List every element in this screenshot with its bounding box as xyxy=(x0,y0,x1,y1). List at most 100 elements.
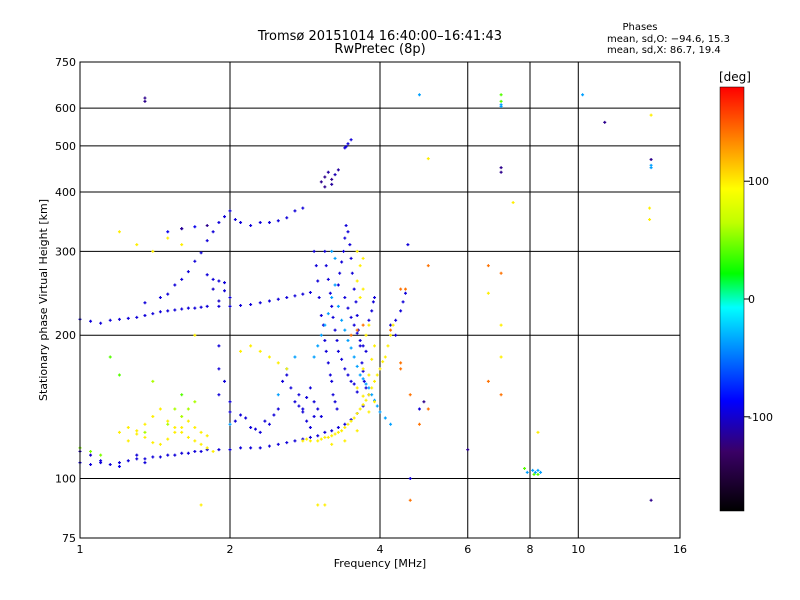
data-point xyxy=(228,209,232,213)
x-tick-label: 1 xyxy=(77,543,84,556)
data-point xyxy=(151,379,155,383)
colorbar-ticks: 100 0 -100 xyxy=(744,175,773,424)
data-point xyxy=(335,338,339,342)
data-point xyxy=(352,355,356,359)
data-point xyxy=(323,249,327,253)
data-point xyxy=(355,411,359,415)
data-point xyxy=(323,175,327,179)
data-point xyxy=(173,308,177,312)
data-point xyxy=(193,306,197,310)
data-point xyxy=(394,333,398,337)
data-point xyxy=(499,323,503,327)
colorbar xyxy=(719,86,745,512)
data-point xyxy=(389,328,393,332)
data-point xyxy=(316,503,320,507)
data-point xyxy=(358,338,362,342)
data-point xyxy=(649,498,653,502)
data-point xyxy=(239,221,243,225)
data-point xyxy=(523,466,527,470)
data-point xyxy=(378,410,382,414)
data-points xyxy=(78,93,653,507)
data-point xyxy=(205,304,209,308)
data-point xyxy=(346,373,350,377)
data-point xyxy=(417,93,421,97)
data-point xyxy=(276,442,280,446)
data-point xyxy=(408,498,412,502)
data-point xyxy=(180,277,184,281)
data-point xyxy=(333,283,337,287)
data-point xyxy=(135,429,139,433)
data-point xyxy=(603,120,607,124)
data-point xyxy=(367,373,371,377)
data-point xyxy=(180,430,184,434)
data-point xyxy=(186,407,190,411)
y-tick-label: 500 xyxy=(55,140,76,153)
data-point xyxy=(533,470,537,474)
data-point xyxy=(399,367,403,371)
data-point xyxy=(399,361,403,365)
data-point xyxy=(319,414,323,418)
data-point xyxy=(375,404,379,408)
data-point xyxy=(143,461,147,465)
data-point xyxy=(330,379,334,383)
data-point xyxy=(267,221,271,225)
data-point xyxy=(525,470,529,474)
data-point xyxy=(308,425,312,429)
data-point xyxy=(352,287,356,291)
data-point xyxy=(217,221,221,225)
data-point xyxy=(180,425,184,429)
data-point xyxy=(285,373,289,377)
data-point xyxy=(358,344,362,348)
data-point xyxy=(180,307,184,311)
data-point xyxy=(143,314,147,318)
data-point xyxy=(364,382,368,386)
data-point xyxy=(166,309,170,313)
data-point xyxy=(135,453,139,457)
data-point xyxy=(358,373,362,377)
data-point xyxy=(324,264,328,268)
data-point xyxy=(193,225,197,229)
data-point xyxy=(330,429,334,433)
data-point xyxy=(378,367,382,371)
data-point xyxy=(331,315,335,319)
data-point xyxy=(330,442,334,446)
data-point xyxy=(649,163,653,167)
data-point xyxy=(328,291,332,295)
data-point xyxy=(166,419,170,423)
data-point xyxy=(117,464,121,468)
data-point xyxy=(312,414,316,418)
data-point xyxy=(108,318,112,322)
data-point xyxy=(323,323,327,327)
data-point xyxy=(326,277,330,281)
data-point xyxy=(383,416,387,420)
data-point xyxy=(531,468,535,472)
data-point xyxy=(355,386,359,390)
data-point xyxy=(293,294,297,298)
data-point xyxy=(143,96,147,100)
data-point xyxy=(486,264,490,268)
data-point xyxy=(399,287,403,291)
data-point xyxy=(499,271,503,275)
data-point xyxy=(158,442,162,446)
y-tick-label: 200 xyxy=(55,329,76,342)
data-point xyxy=(343,422,347,426)
data-point xyxy=(408,477,412,481)
data-point xyxy=(352,382,356,386)
data-point xyxy=(330,434,334,438)
data-point xyxy=(211,277,215,281)
data-point xyxy=(143,422,147,426)
data-point xyxy=(193,333,197,337)
data-point xyxy=(316,279,320,283)
data-point xyxy=(249,446,253,450)
data-point xyxy=(244,416,248,420)
data-point xyxy=(358,296,362,300)
colorbar-tick-label: 100 xyxy=(748,175,769,188)
data-point xyxy=(399,309,403,313)
data-point xyxy=(326,312,330,316)
data-point xyxy=(336,425,340,429)
data-point xyxy=(536,468,540,472)
data-point xyxy=(89,453,93,457)
data-point xyxy=(193,439,197,443)
data-point xyxy=(340,357,344,361)
